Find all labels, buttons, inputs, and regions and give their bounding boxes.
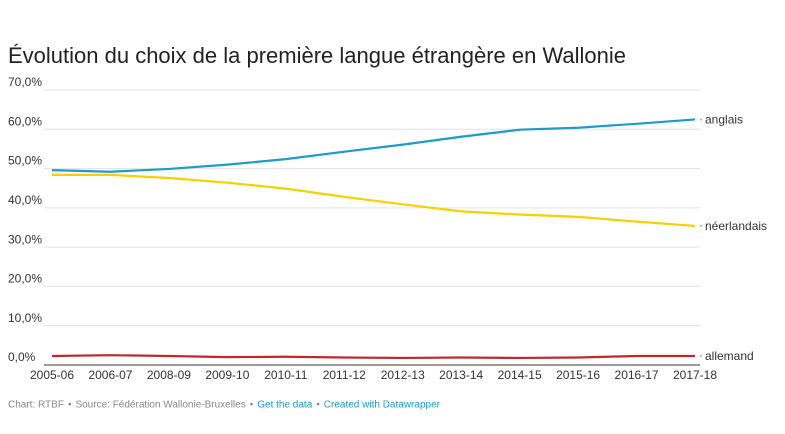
y-tick-label: 70,0% (8, 75, 42, 89)
x-tick-label: 2016-17 (615, 368, 659, 382)
made-with-link[interactable]: Created with Datawrapper (324, 400, 441, 411)
series-label: allemand (705, 349, 754, 363)
x-tick-label: 2011-12 (323, 368, 366, 382)
end-dot (700, 118, 702, 121)
separator: • (250, 400, 254, 411)
y-tick-label: 20,0% (8, 272, 42, 286)
y-tick-label: 40,0% (8, 193, 42, 207)
y-tick-label: 10,0% (8, 311, 42, 325)
x-tick-label: 2006-07 (88, 368, 132, 382)
y-tick-label: 30,0% (8, 232, 42, 246)
x-tick-label: 2013-14 (439, 368, 483, 382)
data-link[interactable]: Get the data (257, 400, 312, 411)
series-line (51, 354, 695, 360)
separator: • (316, 400, 320, 411)
x-tick-label: 2008-09 (147, 368, 191, 382)
x-tick-label: 2015-16 (556, 368, 600, 382)
x-tick-label: 2012-13 (381, 368, 425, 382)
x-tick-label: 2005-06 (30, 368, 74, 382)
end-dot (700, 354, 702, 357)
source: Source: Fédération Wallonie-Bruxelles (75, 400, 245, 411)
x-tick-label: 2009-10 (205, 368, 249, 382)
series-label: anglais (705, 113, 743, 127)
credit: Chart: RTBF (8, 400, 64, 411)
series-line (52, 173, 696, 228)
y-tick-label: 50,0% (8, 154, 42, 168)
x-tick-label: 2017-18 (673, 368, 717, 382)
chart-title: Évolution du choix de la première langue… (8, 43, 626, 68)
x-tick-label: 2014-15 (498, 368, 542, 382)
separator: • (68, 400, 72, 411)
end-dot (700, 224, 702, 227)
series-line (51, 118, 696, 173)
series-label: néerlandais (705, 219, 767, 233)
x-tick-label: 2010-11 (264, 368, 307, 382)
y-tick-label: 60,0% (8, 114, 42, 128)
y-tick-label: 0,0% (8, 350, 36, 364)
